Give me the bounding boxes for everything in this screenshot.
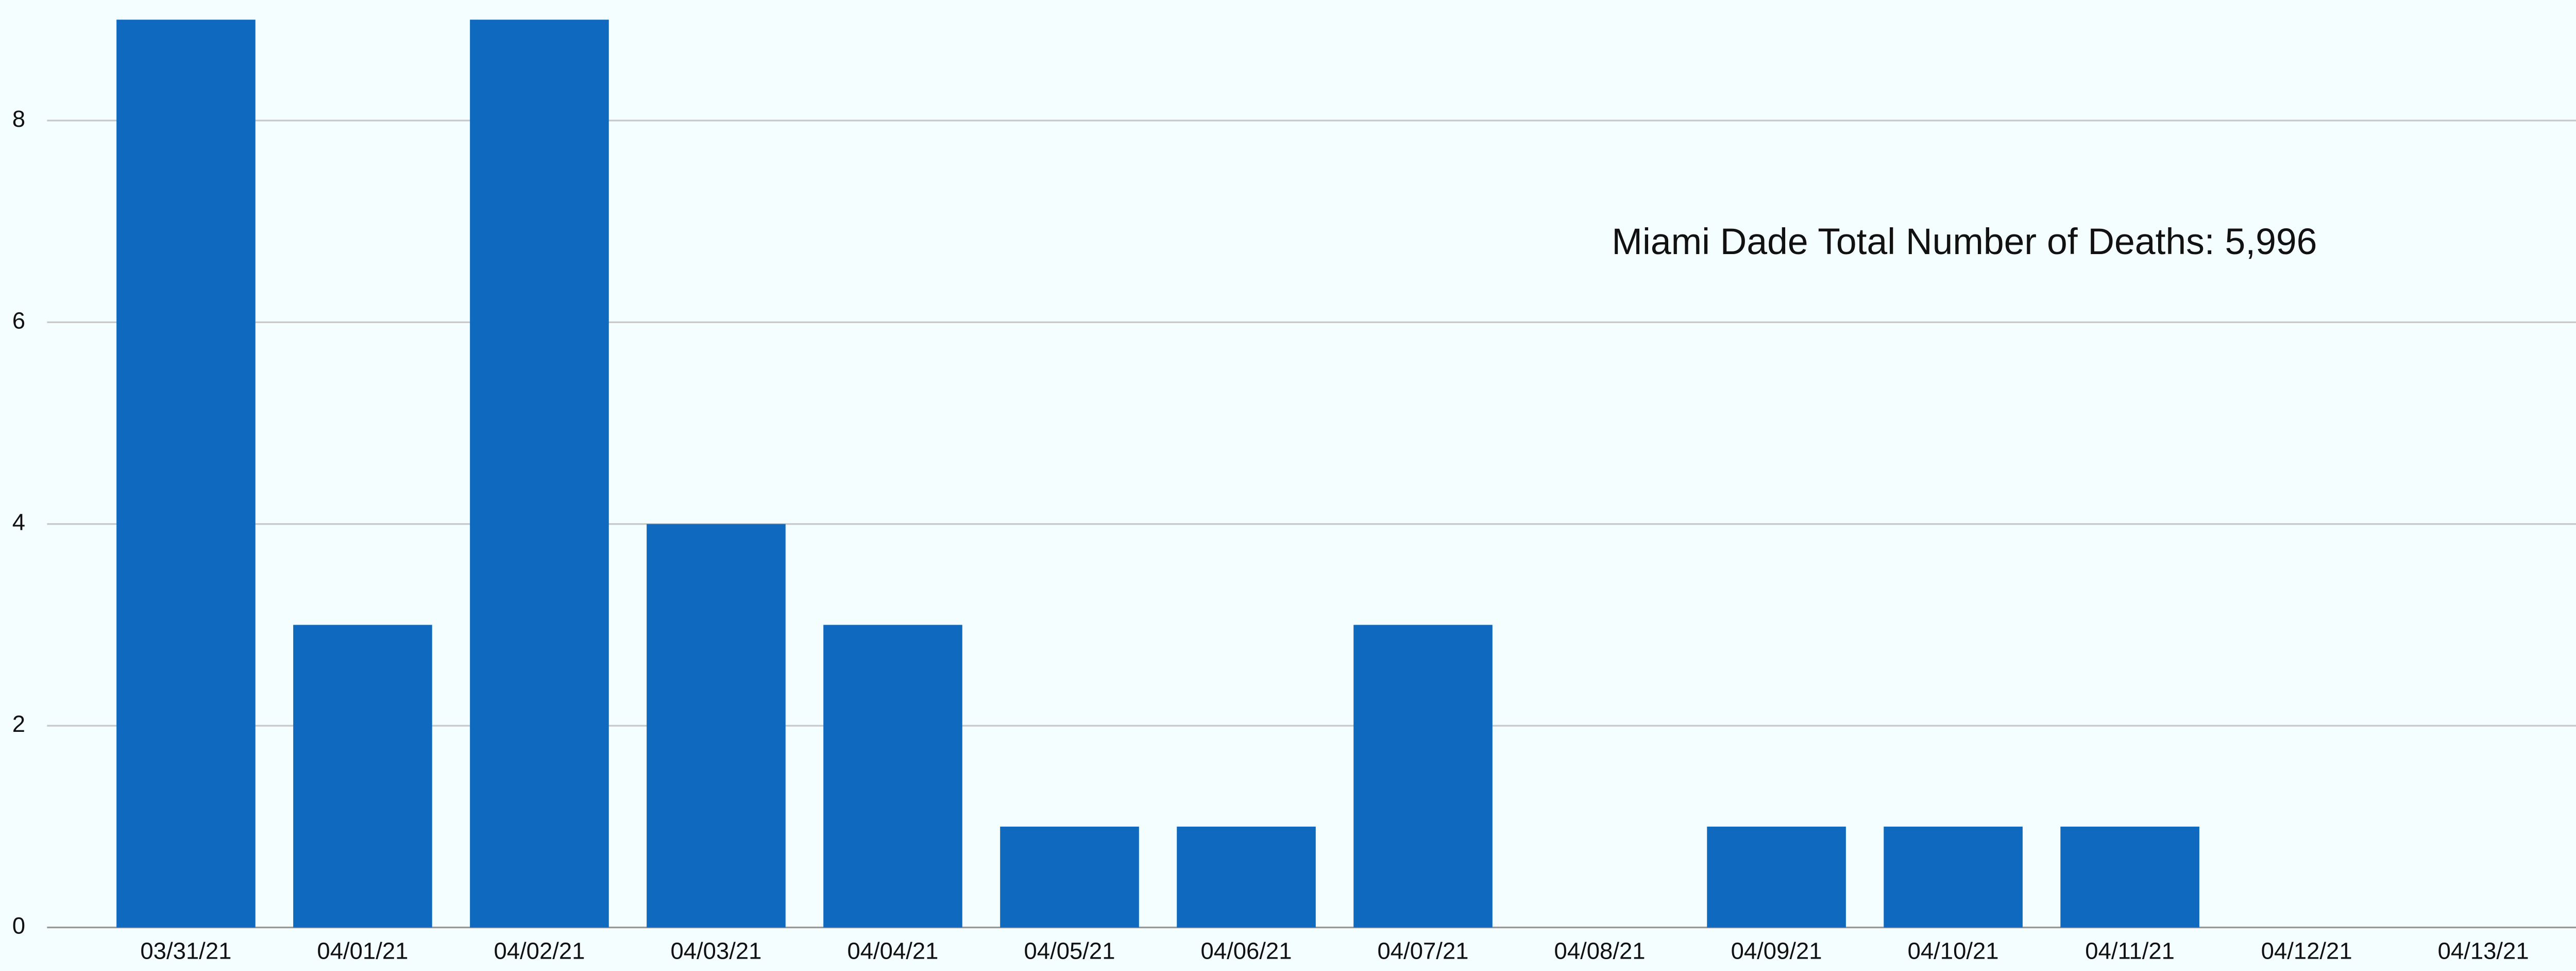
x-tick-label: 04/13/21 [2438,937,2529,964]
y-tick-label: 4 [12,509,25,535]
y-tick-label: 8 [12,106,25,132]
x-tick-label: 04/10/21 [1908,937,1999,964]
y-tick-label: 0 [12,913,25,939]
x-tick-label: 04/08/21 [1554,937,1646,964]
bar [1707,826,1846,928]
x-tick-label: 04/06/21 [1201,937,1292,964]
y-tick-label: 2 [12,711,25,737]
x-tick-label: 03/31/21 [140,937,231,964]
x-tick-label: 04/04/21 [847,937,938,964]
x-tick-label: 04/03/21 [670,937,761,964]
x-tick-label: 04/09/21 [1731,937,1822,964]
x-tick-label: 04/02/21 [494,937,585,964]
bar [1000,826,1139,928]
bar [1353,625,1493,928]
bar [1177,826,1316,928]
x-tick-label: 04/05/21 [1024,937,1115,964]
annotation: Miami Dade Total Number of Deaths: 5,996 [1612,221,2317,262]
bar [647,524,786,928]
bar [823,625,962,928]
bar [116,20,256,928]
x-tick-label: 04/01/21 [317,937,408,964]
x-tick-label: 04/11/21 [2085,937,2175,964]
y-tick-label: 6 [12,307,25,333]
bar [1884,826,2023,928]
x-tick-label: 04/12/21 [2261,937,2352,964]
x-tick-label: 04/07/21 [1378,937,1469,964]
bar [2060,826,2199,928]
bar [470,20,609,928]
bar [293,625,432,928]
